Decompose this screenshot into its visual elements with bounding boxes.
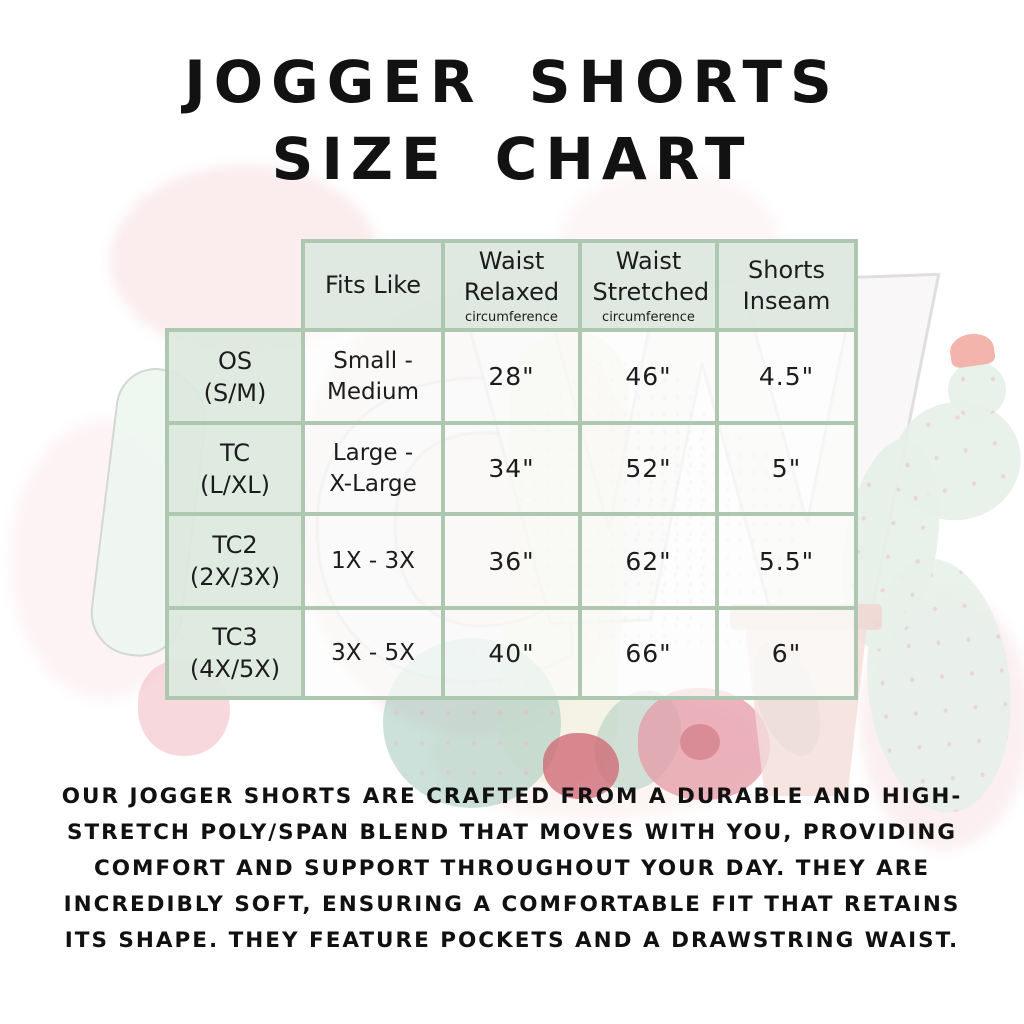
waist-relaxed-cell-tc2: 36" (445, 516, 578, 606)
fits-like-value: 3X - 5X (331, 639, 415, 666)
header-cell-shorts-inseam: Shorts Inseam (719, 243, 854, 328)
column-header-label: Waist Stretched (592, 247, 710, 306)
fits-like-value: 1X - 3X (331, 547, 415, 574)
cactus-flower-icon (947, 331, 997, 369)
waist-stretched-cell-tc3: 66" (582, 610, 715, 696)
size-chart-table: Fits Like Waist Relaxed circumference Wa… (169, 243, 854, 696)
inseam-cell-os: 4.5" (719, 332, 854, 421)
column-header-label: Waist Relaxed (463, 247, 560, 306)
column-header-subnote: circumference (602, 310, 695, 325)
size-code: TC2 (212, 531, 258, 559)
fits-like-cell-tc3: 3X - 5X (305, 610, 441, 696)
size-range: (2X/3X) (189, 563, 281, 591)
size-code: OS (217, 346, 253, 375)
size-cell-tc3: TC3 (4X/5X) (169, 610, 301, 696)
size-range: (L/XL) (200, 470, 270, 499)
fits-like-value: Small - Medium (327, 347, 419, 405)
title-line-2: SIZE CHART (271, 125, 753, 193)
size-range: (S/M) (203, 378, 267, 407)
size-cell-os: OS (S/M) (169, 332, 301, 421)
waist-relaxed-cell-tc: 34" (445, 425, 578, 512)
column-header-subnote: circumference (465, 310, 558, 325)
fits-like-value: Large - X-Large (329, 439, 417, 497)
waist-relaxed-cell-tc3: 40" (445, 610, 578, 696)
cactus-pad-icon (948, 362, 1006, 418)
waist-stretched-cell-tc: 52" (582, 425, 715, 512)
waist-relaxed-cell-os: 28" (445, 332, 578, 421)
size-code: TC (219, 438, 250, 467)
column-header-label: Shorts Inseam (742, 255, 831, 315)
fits-like-cell-tc: Large - X-Large (305, 425, 441, 512)
inseam-cell-tc3: 6" (719, 610, 854, 696)
header-cell-waist-stretched: Waist Stretched circumference (582, 243, 715, 328)
title-line-1: JOGGER SHORTS (184, 48, 840, 116)
waist-stretched-cell-os: 46" (582, 332, 715, 421)
inseam-cell-tc2: 5.5" (719, 516, 854, 606)
header-cell-fits-like: Fits Like (305, 243, 441, 328)
cactus-pad-icon (880, 388, 1024, 534)
size-cell-tc2: TC2 (2X/3X) (169, 516, 301, 606)
size-code: TC3 (212, 623, 258, 651)
column-header-label: Fits Like (324, 271, 422, 299)
waist-stretched-cell-tc2: 62" (582, 516, 715, 606)
product-description: OUR JOGGER SHORTS ARE CRAFTED FROM A DUR… (61, 784, 963, 953)
inseam-cell-tc: 5" (719, 425, 854, 512)
fits-like-cell-tc2: 1X - 3X (305, 516, 441, 606)
empty-corner-cell (169, 243, 301, 328)
fits-like-cell-os: Small - Medium (305, 332, 441, 421)
size-cell-tc: TC (L/XL) (169, 425, 301, 512)
page-title: JOGGER SHORTS SIZE CHART (0, 44, 1024, 198)
size-range: (4X/5X) (189, 655, 281, 683)
header-cell-waist-relaxed: Waist Relaxed circumference (445, 243, 578, 328)
